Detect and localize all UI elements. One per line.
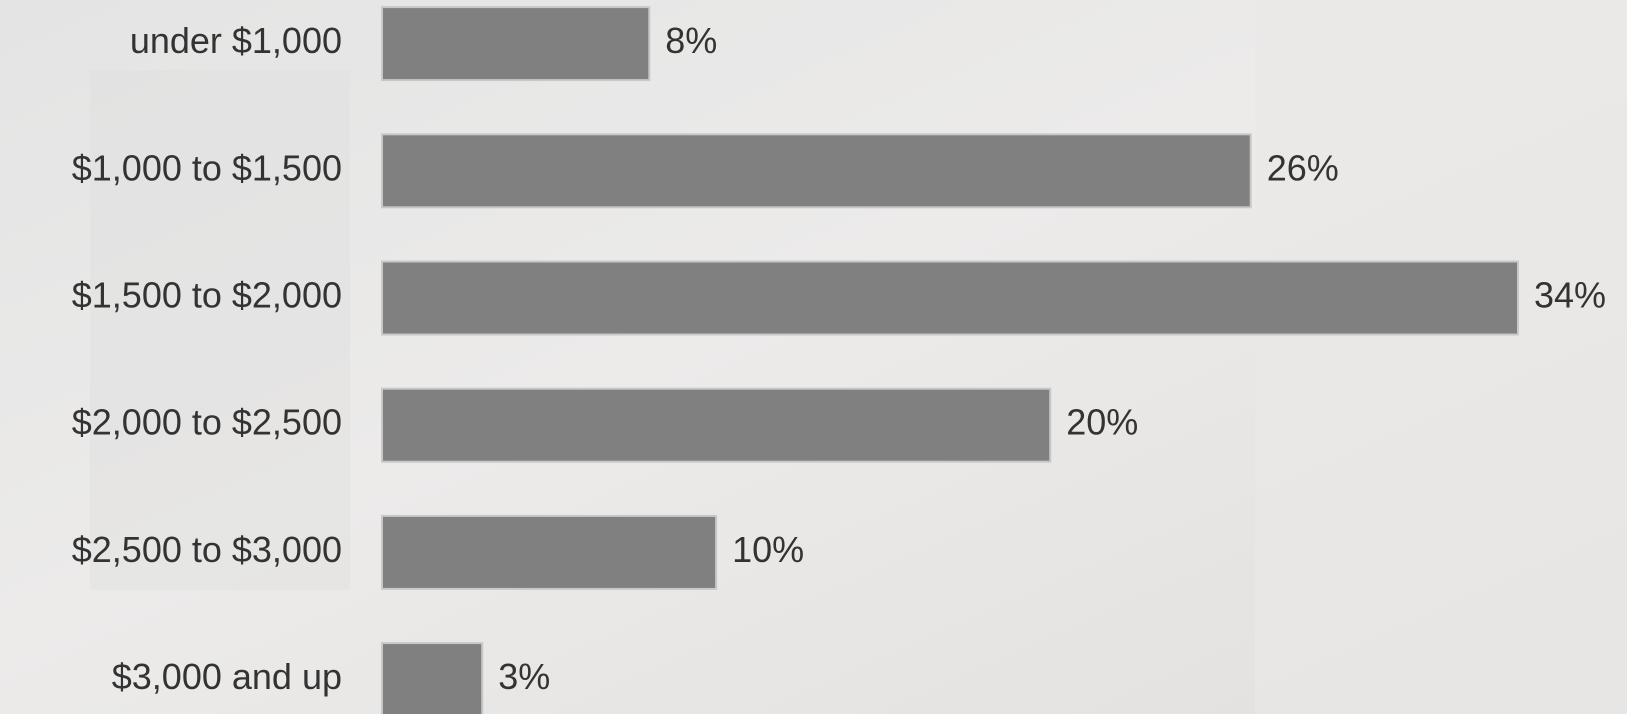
value-label: 34% — [1534, 275, 1606, 316]
bar — [381, 642, 484, 714]
background-window — [90, 70, 350, 590]
value-label: 20% — [1066, 402, 1138, 443]
value-label: 26% — [1267, 147, 1339, 188]
value-label: 3% — [498, 656, 550, 697]
bar — [381, 260, 1519, 336]
category-label: $1,500 to $2,000 — [72, 275, 342, 316]
value-label: 8% — [665, 20, 717, 61]
category-label: $2,000 to $2,500 — [72, 402, 342, 443]
bar — [381, 387, 1052, 463]
category-label: $1,000 to $1,500 — [72, 147, 342, 188]
value-label: 10% — [732, 529, 804, 570]
category-label: under $1,000 — [130, 20, 342, 61]
bar — [381, 6, 651, 82]
bar — [381, 514, 718, 590]
background-panel — [1255, 0, 1627, 714]
category-label: $2,500 to $3,000 — [72, 529, 342, 570]
category-label: $3,000 and up — [112, 656, 342, 697]
bar — [381, 133, 1252, 209]
